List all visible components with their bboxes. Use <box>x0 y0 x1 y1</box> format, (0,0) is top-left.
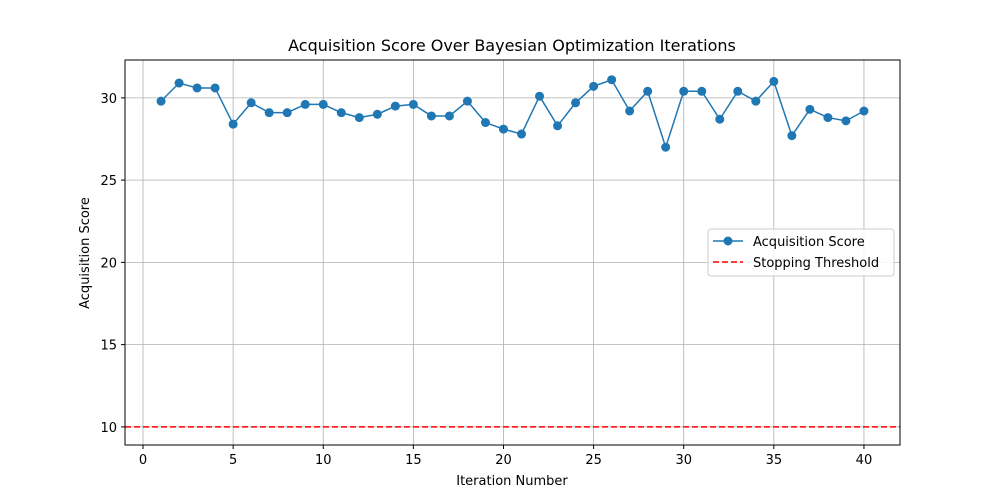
data-point <box>859 106 869 116</box>
series-line <box>160 78 865 150</box>
data-point <box>390 101 400 111</box>
plot-frame <box>124 59 901 446</box>
data-point <box>408 99 418 109</box>
x-tick-label: 0 <box>139 453 147 468</box>
data-point <box>589 81 599 91</box>
data-point <box>480 118 490 128</box>
x-tick-label: 40 <box>856 453 873 468</box>
data-point <box>661 142 671 152</box>
data-point <box>841 116 851 126</box>
y-tick-label: 25 <box>100 174 117 189</box>
y-tick-label: 10 <box>100 421 117 436</box>
data-point <box>805 104 815 114</box>
y-tick-label: 20 <box>100 256 117 271</box>
data-point <box>318 99 328 109</box>
x-axis-label: Iteration Number <box>456 474 568 489</box>
data-point <box>733 86 743 96</box>
data-point <box>787 131 797 141</box>
data-point <box>553 121 563 131</box>
data-point <box>228 119 238 129</box>
data-point <box>679 86 689 96</box>
data-point <box>625 106 635 116</box>
series-layer <box>156 75 869 152</box>
data-point <box>156 96 166 106</box>
data-point <box>517 129 527 139</box>
data-point <box>192 83 202 93</box>
data-point <box>823 113 833 123</box>
data-point <box>607 75 617 85</box>
data-point <box>336 108 346 118</box>
x-tick-label: 30 <box>675 453 692 468</box>
x-tick-label: 5 <box>229 453 237 468</box>
data-point <box>498 124 508 134</box>
x-tick-label: 35 <box>766 453 783 468</box>
y-axis-label: Acquisition Score <box>78 197 93 309</box>
data-point <box>571 98 581 108</box>
data-point <box>715 114 725 124</box>
chart-title: Acquisition Score Over Bayesian Optimiza… <box>288 36 736 55</box>
data-point <box>462 96 472 106</box>
y-tick-label: 15 <box>100 339 117 354</box>
data-point <box>697 86 707 96</box>
data-point <box>535 91 545 101</box>
x-tick-label: 25 <box>585 453 602 468</box>
legend-label-stopping-threshold: Stopping Threshold <box>753 256 879 271</box>
data-point <box>210 83 220 93</box>
legend-marker-acquisition-score <box>723 236 733 246</box>
data-point <box>426 111 436 121</box>
y-tick-label: 30 <box>100 92 117 107</box>
data-point <box>246 98 256 108</box>
data-point <box>444 111 454 121</box>
legend: Acquisition Score Stopping Threshold <box>707 228 895 277</box>
data-point <box>769 76 779 86</box>
data-point <box>282 108 292 118</box>
x-axis-ticks: 0 5 10 15 20 25 30 35 40 <box>139 445 872 468</box>
data-point <box>751 96 761 106</box>
legend-label-acquisition-score: Acquisition Score <box>753 235 865 250</box>
data-point <box>372 109 382 119</box>
x-tick-label: 20 <box>495 453 512 468</box>
data-point <box>300 99 310 109</box>
grid <box>125 60 900 445</box>
legend-box <box>707 228 895 277</box>
x-tick-label: 10 <box>315 453 332 468</box>
y-axis-ticks: 10 15 20 25 30 <box>100 92 125 436</box>
data-point <box>354 113 364 123</box>
data-point <box>174 78 184 88</box>
x-tick-label: 15 <box>405 453 422 468</box>
data-point <box>264 108 274 118</box>
data-point <box>643 86 653 96</box>
